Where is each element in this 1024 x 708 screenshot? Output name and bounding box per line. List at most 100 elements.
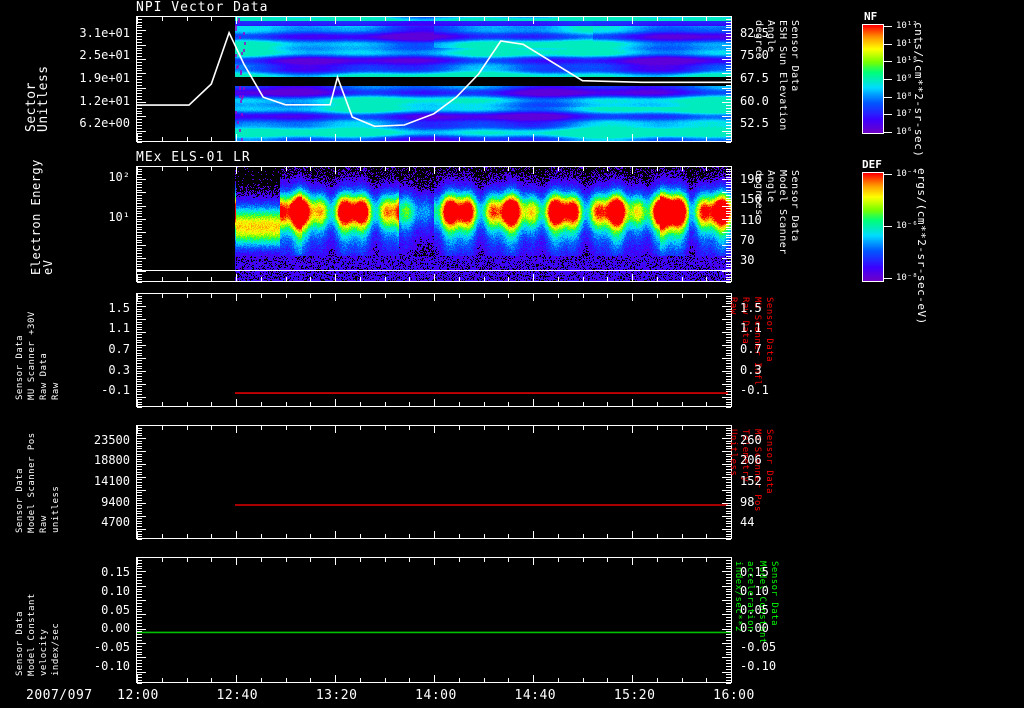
- tick-mark: [359, 678, 361, 682]
- xtick-label: 13:20: [315, 688, 358, 703]
- tick-mark: [557, 558, 559, 562]
- tick-mark: [656, 558, 658, 562]
- tick-mark: [310, 678, 312, 682]
- xaxis-date-label: 2007/097: [26, 688, 93, 703]
- tick-mark: [726, 27, 731, 29]
- tick-mark: [533, 17, 534, 24]
- tick-mark: [137, 642, 146, 644]
- colorbar-tick-mark: [884, 61, 892, 63]
- tick-mark: [384, 137, 386, 141]
- tick-mark: [137, 200, 142, 202]
- tick-mark: [632, 274, 633, 281]
- ytick-label-right: 110: [740, 212, 762, 227]
- tick-mark: [137, 675, 138, 682]
- tick-mark: [137, 461, 142, 463]
- tick-mark: [137, 579, 142, 581]
- tick-mark: [137, 494, 142, 496]
- ytick-label-left: 4700: [101, 515, 130, 530]
- tick-mark: [582, 558, 584, 562]
- tick-mark: [137, 41, 142, 43]
- tick-mark: [726, 625, 731, 627]
- tick-mark: [137, 192, 146, 194]
- tick-mark: [557, 294, 559, 298]
- tick-mark: [137, 295, 142, 297]
- spectrogram-els[interactable]: [137, 167, 731, 281]
- tick-mark: [137, 605, 142, 607]
- tick-mark: [137, 357, 146, 359]
- tick-mark: [137, 56, 142, 58]
- tick-mark: [726, 96, 731, 98]
- tick-mark: [726, 47, 731, 49]
- tick-mark: [726, 279, 731, 281]
- tick-mark: [726, 181, 731, 183]
- tick-mark: [722, 130, 731, 132]
- tick-mark: [137, 625, 142, 627]
- tick-mark: [137, 388, 142, 390]
- tick-mark: [434, 399, 435, 406]
- ytick-label-left: 0.3: [108, 362, 130, 377]
- tick-mark: [137, 500, 142, 502]
- ytick-label-right: 150: [740, 192, 762, 207]
- tick-mark: [726, 579, 731, 581]
- tick-mark: [137, 677, 142, 679]
- plot-frame-model-scanner-pos[interactable]: [136, 425, 732, 539]
- tick-mark: [722, 331, 731, 333]
- ytick-label-right: 1.5: [740, 300, 762, 315]
- tick-mark: [137, 611, 142, 613]
- tick-mark: [722, 450, 731, 452]
- tick-mark: [137, 245, 146, 247]
- tick-mark: [137, 216, 142, 218]
- tick-mark: [137, 17, 138, 24]
- tick-mark: [137, 195, 142, 196]
- tick-mark: [137, 27, 142, 29]
- tick-mark: [137, 568, 142, 570]
- tick-mark: [434, 134, 435, 141]
- ytick-label-right: -0.1: [740, 383, 769, 398]
- spectrogram-npi[interactable]: [137, 17, 731, 141]
- tick-mark: [137, 313, 142, 315]
- tick-mark: [137, 321, 142, 323]
- tick-mark: [726, 329, 731, 331]
- tick-mark: [137, 594, 142, 596]
- tick-mark: [186, 534, 188, 538]
- plot-frame-mu-scanner-30v[interactable]: [136, 293, 732, 407]
- tick-mark: [726, 407, 731, 408]
- tick-mark: [722, 502, 731, 504]
- tick-mark: [137, 370, 146, 372]
- tick-mark: [137, 437, 146, 439]
- ytick-label-right: 0.15: [740, 564, 769, 579]
- tick-mark: [726, 139, 731, 141]
- tick-mark: [656, 167, 658, 171]
- tick-mark: [137, 255, 142, 257]
- tick-mark: [137, 334, 142, 336]
- tick-mark: [726, 507, 731, 509]
- tick-mark: [137, 557, 146, 558]
- tick-mark: [186, 558, 188, 562]
- tick-mark: [726, 440, 731, 442]
- tick-mark: [726, 50, 731, 52]
- tick-mark: [483, 558, 485, 562]
- ytick-label-right: 70: [740, 232, 755, 247]
- tick-mark: [726, 18, 731, 20]
- tick-mark: [137, 305, 146, 307]
- tick-mark: [722, 357, 731, 359]
- tick-mark: [726, 213, 731, 215]
- tick-mark: [726, 263, 731, 265]
- tick-mark: [458, 277, 460, 281]
- tick-mark: [285, 402, 287, 406]
- tick-mark: [726, 513, 731, 515]
- tick-mark: [726, 224, 731, 225]
- tick-mark: [137, 430, 142, 432]
- tick-mark: [726, 189, 731, 191]
- tick-mark: [359, 294, 361, 298]
- tick-mark: [434, 17, 435, 24]
- tick-mark: [137, 383, 146, 385]
- colorbar-tick-label: 10⁻⁸: [896, 273, 918, 283]
- tick-mark: [726, 479, 731, 481]
- tick-mark: [137, 487, 142, 489]
- tick-mark: [310, 426, 312, 430]
- tick-mark: [726, 56, 731, 58]
- ytick-label-right: 30: [740, 253, 755, 268]
- plot-frame-model-constant-velocity[interactable]: [136, 557, 732, 683]
- tick-mark: [335, 558, 336, 565]
